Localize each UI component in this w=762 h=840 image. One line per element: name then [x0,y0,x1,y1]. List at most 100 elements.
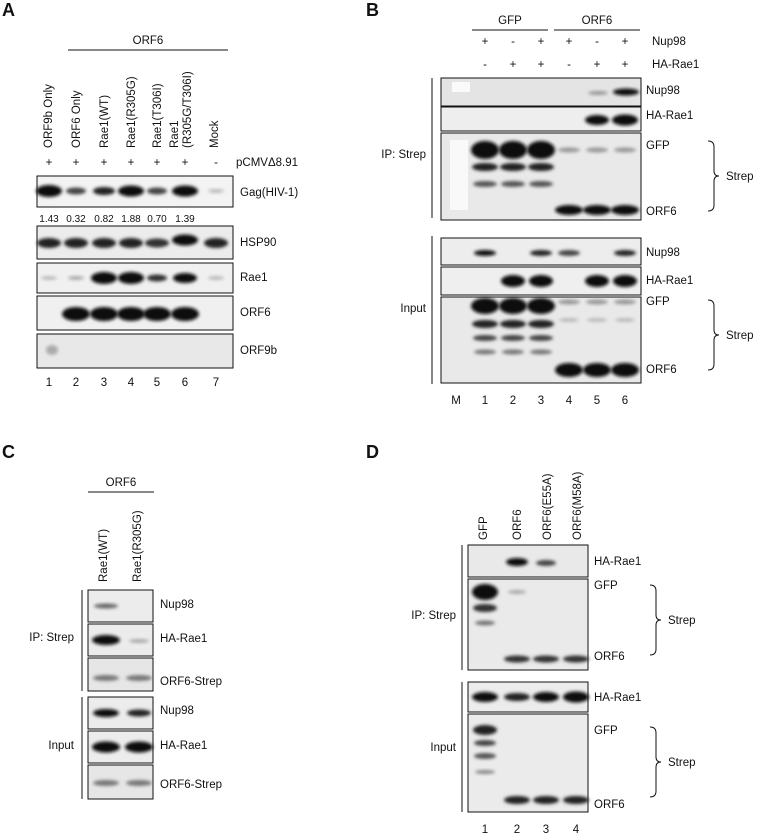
panel-c-label-input-nup98: Nup98 [160,705,194,717]
panel-b-input-gfp-sub2-band-3 [529,335,553,341]
panel-d-input-orf6-band-2 [504,796,530,804]
panel-b-ip-marker-lane [450,140,468,210]
panel-a-gag-band-7 [208,189,224,193]
panel-b: B GFP ORF6 + - + + - + - + + - + + Nup98 HA-Rae1 IP… [366,0,754,407]
panel-b-input-strep-brace [707,299,720,371]
panel-b-ip-orf6-upper-band-6 [614,147,636,153]
panel-d-input-harae1-band-1 [472,692,498,702]
panel-b-input-nup98-band-3 [530,250,552,256]
panel-b-input-gfp-sub3-band-1 [474,349,496,355]
panel-b-ip-label: IP: Strep [381,149,426,161]
panel-a-label-hsp90: HSP90 [240,237,276,249]
panel-a-gag-band-3 [93,187,115,195]
panel-c-input-nup98-band-1 [93,709,119,717]
panel-a-plasmid-sign-7: - [214,157,218,169]
panel-a-lane-label-5: Rae1(T306I) [152,83,164,148]
panel-a-label-orf6: ORF6 [240,307,271,319]
panel-b-input-gfp-sub3-band-2 [502,349,524,355]
panel-a-hsp90-band-3 [92,238,116,248]
panel-d-label-input-gfp: GFP [594,725,618,737]
panel-d-ip-gfp-band-1 [472,584,498,600]
panel-b-group-gfp: GFP [498,15,522,27]
panel-d-lane-label-2: ORF6 [512,509,524,540]
panel-b-input-orf6-mid-band-5 [587,318,607,322]
panel-d-ip-orf6-band-3 [533,655,559,663]
panel-b-label-input-harae1: HA-Rae1 [646,275,693,287]
panel-b-ip-gfp-band-3 [527,141,555,159]
panel-a: A ORF6 ORF9b Only ORF6 Only Rae1(WT) Rae… [2,0,298,389]
panel-d-lane-label-1: GFP [478,516,490,540]
panel-d-input-strep-brace [649,726,662,798]
panel-d-ip-strep-label: Strep [668,615,696,627]
panel-a-lane-label-6: Rae1(R305G/T306I) [169,71,194,148]
panel-c-label-ip-harae1: HA-Rae1 [160,633,207,645]
panel-b-ip-nup98-band-5 [588,91,608,95]
panel-b-ip-orf6-band-5 [583,205,611,215]
panel-a-lane-number-7: 7 [213,377,219,389]
panel-a-orf9b-band-1 [46,345,58,355]
panel-d-label-input-harae1: HA-Rae1 [594,692,641,704]
panel-c-input-orf6-band-1 [93,780,119,786]
panel-a-orf6-band-4 [117,307,145,321]
panel-a-lane-label-6-line1: Rae1 [169,121,181,149]
panel-b-ip-strep-bands [450,140,639,215]
panel-a-gag-band-4 [118,185,144,197]
panel-a-gag-band-1 [36,185,62,197]
panel-d-input-gfp-sub3-band-1 [475,770,495,774]
panel-d-input-strep-label: Strep [668,757,696,769]
panel-b-harae1-sign-3: + [538,59,545,71]
panel-b-ip-gfp-sub1-band-3 [528,163,554,171]
panel-a-rae1-band-5 [147,274,167,282]
panel-a-lane-number-5: 5 [154,377,160,389]
panel-c-blot-ip-orf6 [87,657,154,692]
panel-a-hsp90-band-1 [37,238,61,248]
panel-a-quant-4: 1.88 [121,214,141,225]
panel-a-quantification: 1.43 0.32 0.82 1.88 0.70 1.39 [39,214,195,225]
panel-d-lane-number-2: 2 [514,824,520,836]
panel-d-input-orf6-band-3 [533,796,559,804]
panel-b-input-harae1-band-6 [613,275,637,287]
panel-d-label-ip-gfp: GFP [594,580,618,592]
panel-a-lane-label-6-line2: (R305G/T306I) [182,71,194,148]
panel-a-rae1-band-1 [41,276,57,280]
panel-a-rae1-band-3 [91,272,117,284]
panel-b-blot-ip-harae1 [440,106,642,132]
panel-b-harae1-sign-6: + [622,59,629,71]
panel-b-input-orf6-upper-band-4 [558,299,580,305]
panel-a-plasmid-sign-3: + [101,157,108,169]
panel-b-ip-gfp-sub2-band-1 [473,181,497,187]
panel-b-nup98-sign-2: - [511,36,515,48]
panel-b-input-orf6-upper-band-6 [614,299,636,305]
panel-d-label-ip-orf6: ORF6 [594,651,625,663]
panel-c-label-ip-nup98: Nup98 [160,599,194,611]
panel-b-group-orf6: ORF6 [582,15,613,27]
panel-a-lane-label-2: ORF6 Only [71,90,83,148]
panel-d-input-harae1-bands [472,691,589,703]
panel-b-nup98-sign-4: + [566,36,573,48]
panel-b-ip-nup98-band-6 [613,88,639,96]
panel-d-ip-gfp-sub1-band-1 [473,604,497,612]
panel-c-lane-label-1: Rae1(WT) [98,529,110,582]
panel-d-input-gfp-band-1 [473,725,497,735]
panel-a-lane-number-1: 1 [46,377,52,389]
panel-b-ip-harae1-band-5 [585,115,609,125]
panel-d-blot-ip-harae1 [467,544,589,578]
panel-a-orf6-band-3 [90,307,118,321]
panel-d-ip-harae1-band-3 [536,560,556,566]
panel-a-lane-label-7: Mock [209,120,221,148]
panel-a-hsp90-band-4 [119,238,143,248]
panel-b-ip-gfp-sub2-band-2 [501,181,525,187]
panel-a-quant-2: 0.32 [66,214,86,225]
panel-d-ip-gfp-sub2-band-1 [475,620,495,626]
panel-d-input-harae1-band-3 [533,692,559,702]
panel-b-ip-orf6-band-4 [555,205,583,215]
panel-d-lane-label-4: ORF6(M58A) [572,471,584,540]
panel-b-input-gfp-band-3 [527,298,555,314]
panel-b-nup98-sign-6: + [622,36,629,48]
panel-b-ip-gfp-band-1 [471,141,499,159]
panel-a-gag-band-6 [172,185,198,197]
panel-b-label-input-nup98: Nup98 [646,247,680,259]
panel-d-lane-numbers: 1 2 3 4 [482,824,580,836]
panel-a-plasmid-sign-5: + [154,157,161,169]
panel-d-letter: D [366,442,379,462]
